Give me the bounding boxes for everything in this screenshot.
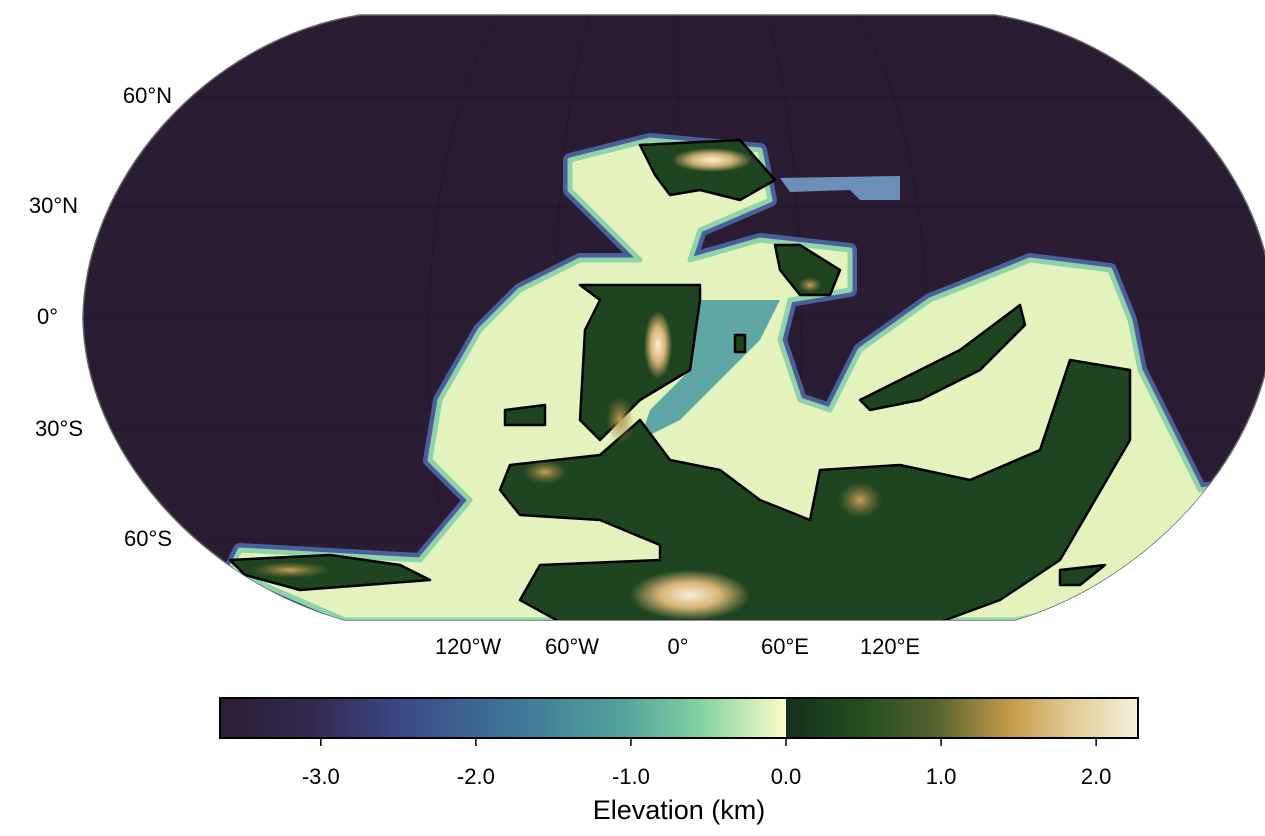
lat-label: 60°N	[123, 83, 172, 108]
lon-label: 60°E	[761, 634, 809, 659]
land	[578, 283, 702, 442]
highland	[523, 460, 567, 484]
landmasses	[83, 15, 1265, 620]
lon-labels: 120°W 60°W 0° 60°E 120°E	[435, 634, 920, 659]
tick-label: 0.0	[771, 764, 802, 789]
highland	[250, 562, 330, 578]
lat-label: 0°	[37, 304, 58, 329]
lat-label: 60°S	[124, 526, 172, 551]
land	[733, 333, 747, 354]
tick-label: -3.0	[302, 764, 340, 789]
highland	[798, 277, 822, 293]
tick-label: 1.0	[926, 764, 957, 789]
lat-label: 30°S	[35, 416, 83, 441]
highland	[672, 148, 752, 172]
land	[1058, 563, 1107, 587]
colorbar-bar	[219, 697, 1139, 739]
colorbar: Elevation (km) -3.0 -2.0 -1.0 0.0 1.0 2.0	[219, 697, 1139, 825]
land	[498, 358, 1132, 620]
tick-label: 2.0	[1081, 764, 1112, 789]
colorbar-label: Elevation (km)	[593, 795, 766, 825]
tick-label: -1.0	[612, 764, 650, 789]
land	[858, 303, 1027, 412]
highland	[630, 570, 750, 620]
land	[773, 243, 842, 297]
lon-label: 0°	[667, 634, 688, 659]
shelf-strip	[780, 176, 900, 200]
map	[82, 14, 1265, 621]
land	[503, 403, 547, 427]
highland	[606, 396, 634, 444]
highland	[644, 311, 672, 379]
lat-labels: 60°N 30°N 0° 30°S 60°S	[29, 83, 172, 551]
lon-label: 60°W	[545, 634, 599, 659]
highland	[838, 482, 882, 518]
lon-label: 120°E	[860, 634, 920, 659]
lon-label: 120°W	[435, 634, 502, 659]
tick-label: -2.0	[457, 764, 495, 789]
lat-label: 30°N	[29, 193, 78, 218]
